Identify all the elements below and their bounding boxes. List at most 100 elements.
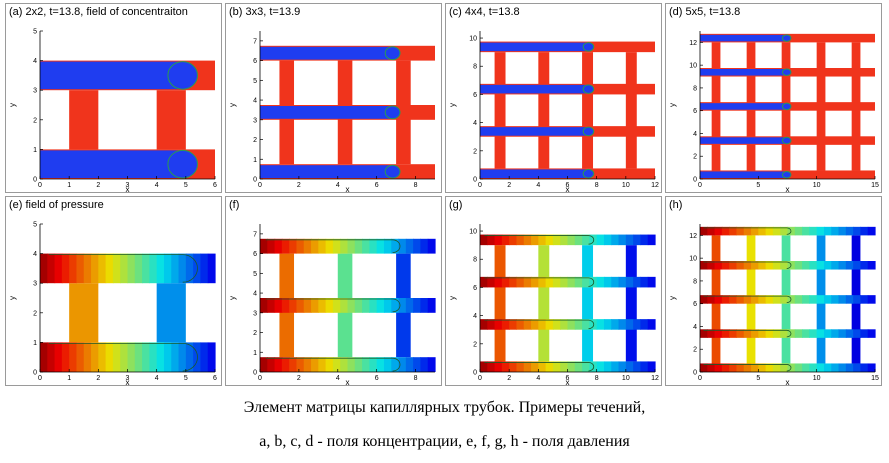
pressure-segment xyxy=(501,276,510,288)
axes: 0 1 2 3 4 5 6 0 1 2 3 4 5 x y xyxy=(8,29,217,193)
vertical-tube xyxy=(625,52,637,169)
pressure-segment xyxy=(823,226,832,236)
y-tick-label: 8 xyxy=(473,64,477,71)
pressure-segment xyxy=(838,363,847,372)
pressure-segment xyxy=(780,226,789,236)
y-tick-label: 0 xyxy=(253,177,257,184)
pressure-segment xyxy=(538,361,547,372)
x-tick-label: 12 xyxy=(651,182,659,189)
y-tick-label: 4 xyxy=(693,131,697,138)
vertical-tube xyxy=(156,283,186,343)
pressure-segment xyxy=(369,357,378,372)
x-tick-label: 0 xyxy=(698,182,702,189)
x-tick-label: 0 xyxy=(478,375,482,382)
x-axis-label: x xyxy=(566,378,570,386)
pressure-segment xyxy=(809,329,818,338)
interface-front xyxy=(484,362,595,372)
panel-a-title: (a) 2x2, t=13.8, field of concentraiton xyxy=(9,6,188,18)
x-axis-label: x xyxy=(126,185,130,193)
x-tick-label: 12 xyxy=(651,375,659,382)
pressure-segment xyxy=(303,298,312,313)
pressure-segment xyxy=(207,342,216,372)
pressure-segment xyxy=(700,226,708,236)
pressure-segment xyxy=(303,238,312,254)
pressure-segment xyxy=(289,298,298,313)
pressure-segment xyxy=(787,363,796,372)
y-tick-label: 4 xyxy=(693,324,697,331)
pressure-segment xyxy=(523,234,532,246)
y-tick-label: 3 xyxy=(253,310,257,317)
pressure-segment xyxy=(647,276,656,288)
pressure-segment xyxy=(736,226,745,236)
displacing-fluid xyxy=(700,69,787,76)
axes: 0 2 4 6 8 0 1 2 3 4 5 6 7 x y xyxy=(228,31,435,192)
pressure-segment xyxy=(794,363,803,372)
pressure-segment xyxy=(611,234,620,246)
pressure-segment xyxy=(311,357,319,372)
x-tick-label: 2 xyxy=(96,375,100,382)
pressure-segment xyxy=(647,234,656,246)
pressure-segment xyxy=(574,361,583,372)
y-tick-label: 10 xyxy=(469,229,477,236)
y-tick-label: 2 xyxy=(473,341,477,348)
channel-network xyxy=(260,238,436,372)
pressure-segment xyxy=(633,319,642,330)
pressure-segment xyxy=(802,329,810,338)
interface-front xyxy=(265,357,401,372)
y-tick-label: 2 xyxy=(33,310,37,317)
x-tick-label: 5 xyxy=(756,182,760,189)
displacing-fluid xyxy=(700,103,787,110)
pressure-segment xyxy=(787,261,796,270)
pressure-segment xyxy=(318,357,327,372)
pressure-segment xyxy=(178,253,187,284)
pressure-segment xyxy=(523,276,532,288)
vertical-tube xyxy=(156,90,186,150)
pressure-segment xyxy=(714,295,723,304)
pressure-segment xyxy=(780,261,789,270)
pressure-segment xyxy=(618,234,627,246)
pressure-segment xyxy=(531,361,539,372)
pressure-segment xyxy=(714,329,723,338)
pressure-segment xyxy=(61,253,70,284)
pressure-segment xyxy=(296,357,305,372)
pressure-segment xyxy=(163,342,172,372)
pressure-segment xyxy=(823,261,832,270)
x-tick-label: 0 xyxy=(258,375,262,382)
pressure-segment xyxy=(831,363,840,372)
pressure-segment xyxy=(127,342,136,372)
y-tick-label: 5 xyxy=(33,222,37,229)
pressure-segment xyxy=(596,234,605,246)
interface-front xyxy=(582,42,595,52)
pressure-segment xyxy=(413,298,422,313)
x-tick-label: 6 xyxy=(375,182,379,189)
x-tick-label: 4 xyxy=(155,182,159,189)
pressure-segment xyxy=(589,276,598,288)
vertical-tube xyxy=(582,245,594,362)
pressure-segment xyxy=(772,226,781,236)
pressure-segment xyxy=(736,261,745,270)
channel-network xyxy=(480,41,655,179)
pressure-segment xyxy=(40,253,48,284)
interface-front xyxy=(781,102,792,111)
pressure-segment xyxy=(105,253,114,284)
pressure-segment xyxy=(318,238,327,254)
panel-f-plot: 0 2 4 6 8 0 1 2 3 4 5 6 7 x y xyxy=(228,224,436,385)
pressure-segment xyxy=(765,261,774,270)
x-tick-label: 4 xyxy=(536,182,540,189)
x-tick-label: 15 xyxy=(871,375,879,382)
y-tick-label: 8 xyxy=(693,278,697,285)
pressure-segment xyxy=(700,261,708,270)
pressure-segment xyxy=(603,361,612,372)
interface-front xyxy=(582,126,595,137)
pressure-segment xyxy=(274,238,283,254)
pressure-segment xyxy=(603,276,612,288)
interface-front xyxy=(265,298,401,313)
x-tick-label: 4 xyxy=(336,375,340,382)
pressure-segment xyxy=(633,361,642,372)
x-tick-label: 6 xyxy=(213,182,217,189)
pressure-segment xyxy=(178,342,187,372)
y-tick-label: 3 xyxy=(33,88,37,95)
x-tick-label: 2 xyxy=(507,375,511,382)
pressure-segment xyxy=(823,329,832,338)
y-tick-label: 0 xyxy=(693,370,697,377)
